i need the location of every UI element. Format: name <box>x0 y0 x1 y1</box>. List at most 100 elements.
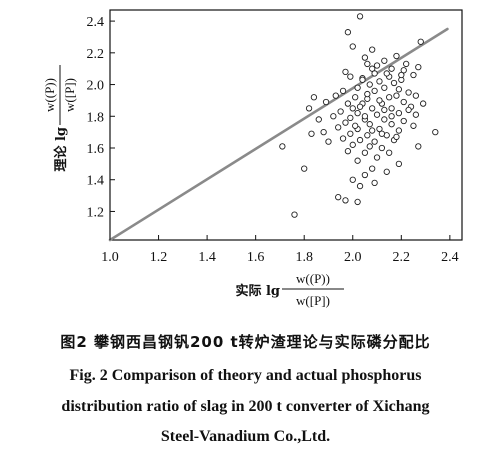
x-tick-label: 2.4 <box>441 250 459 265</box>
data-point <box>373 154 381 161</box>
x-axis-denominator: w([P]) <box>296 293 330 308</box>
data-point <box>349 141 356 148</box>
data-point <box>371 87 378 95</box>
data-point <box>369 165 376 172</box>
data-point <box>337 108 344 115</box>
data-point <box>342 197 349 204</box>
data-point <box>415 63 422 71</box>
y-axis-prefix: 理论 lg <box>53 127 69 172</box>
data-point <box>342 68 349 76</box>
data-point <box>412 92 420 99</box>
data-point <box>381 116 388 123</box>
x-tick-label: 1.6 <box>247 250 265 265</box>
data-point <box>366 81 373 88</box>
data-point <box>412 111 420 118</box>
x-axis-prefix: 实际 lg <box>235 283 280 299</box>
data-point <box>400 117 407 125</box>
y-tick-label: 1.8 <box>87 110 105 125</box>
data-point <box>332 92 339 99</box>
data-point <box>388 65 395 72</box>
data-point <box>386 149 393 156</box>
data-point <box>383 168 390 175</box>
data-point <box>386 94 393 101</box>
data-point <box>420 100 427 107</box>
data-point <box>291 211 298 218</box>
data-point <box>395 86 403 93</box>
data-point <box>395 127 403 134</box>
data-point <box>381 106 388 114</box>
data-point <box>432 128 439 136</box>
data-points <box>279 13 439 218</box>
y-axis-numerator: w((P)) <box>42 78 57 112</box>
data-point <box>395 109 403 117</box>
data-point <box>361 149 369 156</box>
data-point <box>400 67 407 74</box>
data-point <box>320 128 327 136</box>
data-point <box>305 105 313 112</box>
reference-line <box>108 27 449 242</box>
data-point <box>376 97 383 104</box>
x-tick-label: 1.0 <box>101 250 119 265</box>
y-tick-label: 2.0 <box>87 79 105 94</box>
data-point <box>364 60 371 68</box>
data-point <box>279 143 286 150</box>
data-point <box>393 92 400 99</box>
data-point <box>371 138 378 145</box>
plot-frame <box>109 9 463 241</box>
x-axis-title: 实际 lg w((P)) w([P]) <box>235 271 344 308</box>
y-tick-label: 1.6 <box>87 142 105 157</box>
data-point <box>354 157 361 164</box>
x-axis-numerator: w((P)) <box>296 271 330 286</box>
data-point <box>325 138 332 145</box>
scatter-chart: 1.0 1.2 1.4 1.6 1.8 2.0 2.2 2.4 1.2 1.4 1.6 1.8 2.0 2… <box>42 9 463 308</box>
data-point <box>388 121 395 128</box>
data-point <box>347 73 354 80</box>
data-point <box>369 46 376 53</box>
y-tick-label: 1.2 <box>87 205 105 220</box>
data-point <box>359 76 366 83</box>
data-point <box>349 176 356 183</box>
data-point <box>405 106 412 114</box>
data-point <box>410 71 417 79</box>
data-point <box>393 52 400 60</box>
data-point <box>378 144 386 152</box>
data-point <box>310 94 318 101</box>
data-point <box>356 103 364 110</box>
figure-caption-en-line-1: Fig. 2 Comparison of theory and actual p… <box>69 367 422 384</box>
data-point <box>339 135 347 142</box>
axis-ticks: 1.0 1.2 1.4 1.6 1.8 2.0 2.2 2.4 1.2 1.4 1.6 1.8 2.0 2… <box>87 15 459 265</box>
data-point <box>383 70 390 77</box>
data-point <box>381 84 388 91</box>
data-point <box>361 113 369 120</box>
data-point <box>403 60 410 68</box>
data-point <box>398 71 405 79</box>
data-point <box>356 182 364 190</box>
data-point <box>339 87 347 95</box>
data-point <box>347 114 354 122</box>
y-axis-denominator: w([P]) <box>62 78 77 112</box>
data-point <box>373 62 381 69</box>
x-tick-label: 1.4 <box>198 250 216 265</box>
x-tick-label: 1.8 <box>295 250 313 265</box>
data-point <box>405 89 412 96</box>
data-point <box>349 105 356 112</box>
y-tick-label: 2.4 <box>87 15 105 30</box>
data-point <box>364 132 371 139</box>
y-axis-title: 理论 lg w((P)) w([P]) <box>42 65 77 172</box>
data-point <box>366 143 373 150</box>
data-point <box>364 90 371 98</box>
data-point <box>417 38 424 45</box>
data-point <box>335 124 342 131</box>
x-tick-label: 2.0 <box>344 250 362 265</box>
data-point <box>378 130 386 137</box>
data-point <box>354 84 361 91</box>
data-point <box>356 13 364 20</box>
data-point <box>301 165 308 172</box>
data-point <box>308 130 315 137</box>
data-point <box>369 105 376 112</box>
y-tick-label: 1.4 <box>87 174 105 189</box>
data-point <box>373 111 381 118</box>
data-point <box>381 57 388 64</box>
data-point <box>344 148 352 155</box>
data-point <box>388 113 395 120</box>
